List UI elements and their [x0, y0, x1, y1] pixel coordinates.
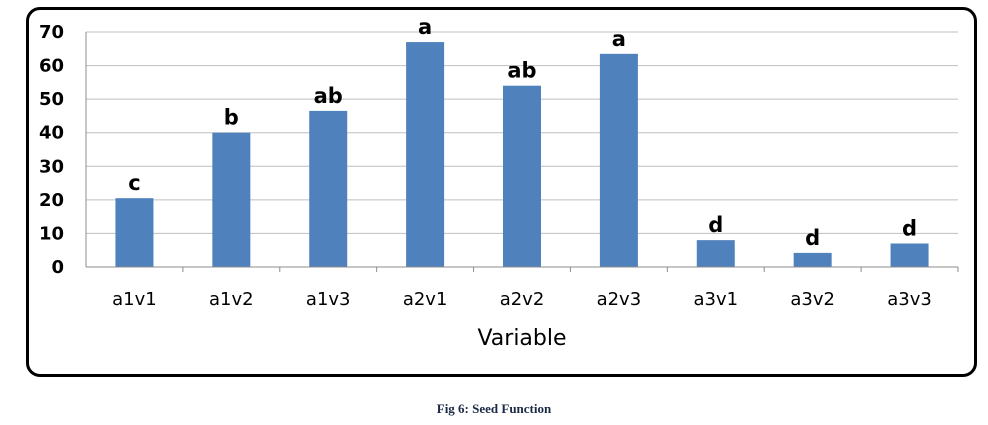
data-label: d [805, 226, 820, 250]
y-tick-label: 60 [39, 56, 64, 77]
x-tick-label: a1v1 [112, 289, 157, 310]
y-tick-label: 10 [39, 223, 64, 244]
bars [115, 42, 929, 268]
y-tick-label: 30 [39, 156, 64, 177]
bar-a1v2 [212, 132, 251, 267]
y-tick-label: 40 [39, 123, 64, 144]
x-tick-labels: a1v1 a1v2 a1v3 a2v1 a2v2 a2v3 a3v1 a3v2 a3v3 [112, 267, 959, 310]
y-tick-label: 20 [39, 190, 64, 211]
bar-chart: 0 10 20 30 40 50 60 70 a1v1 a1v2 a1v3 a2v1 a2v2 a2v3… [39, 15, 959, 351]
x-axis-title: Variable [477, 326, 566, 351]
y-tick-label: 70 [39, 22, 64, 43]
data-label: d [708, 213, 723, 237]
x-tick-label: a3v3 [887, 289, 932, 310]
x-tick-label: a1v2 [209, 289, 254, 310]
figure-caption: Fig 6: Seed Function [436, 401, 552, 416]
x-tick-label: a3v2 [790, 289, 835, 310]
bar-a2v1 [406, 42, 445, 268]
y-tick-label: 0 [51, 257, 64, 278]
data-label: a [612, 27, 626, 51]
x-tick-label: a2v3 [597, 289, 642, 310]
x-tick-label: a3v1 [693, 289, 738, 310]
x-tick-label: a2v2 [500, 289, 545, 310]
data-label: c [128, 171, 140, 195]
data-label: ab [507, 59, 536, 83]
data-label: ab [314, 84, 343, 108]
data-label: b [224, 106, 239, 130]
bar-a3v2 [793, 252, 832, 267]
bar-a3v1 [696, 240, 735, 267]
bar-a1v1 [115, 198, 154, 267]
x-tick-label: a1v3 [306, 289, 351, 310]
chart-frame [26, 7, 977, 377]
bar-a2v2 [503, 85, 541, 267]
bar-a2v3 [599, 53, 638, 268]
data-labels: c b ab a ab a d d d [128, 15, 917, 250]
y-tick-labels: 0 10 20 30 40 50 60 70 [39, 22, 64, 278]
x-tick-label: a2v1 [403, 289, 448, 310]
data-label: d [902, 217, 917, 241]
bar-a3v3 [890, 243, 929, 267]
data-label: a [418, 15, 432, 39]
bar-a1v3 [309, 110, 348, 268]
y-tick-label: 50 [39, 89, 64, 110]
